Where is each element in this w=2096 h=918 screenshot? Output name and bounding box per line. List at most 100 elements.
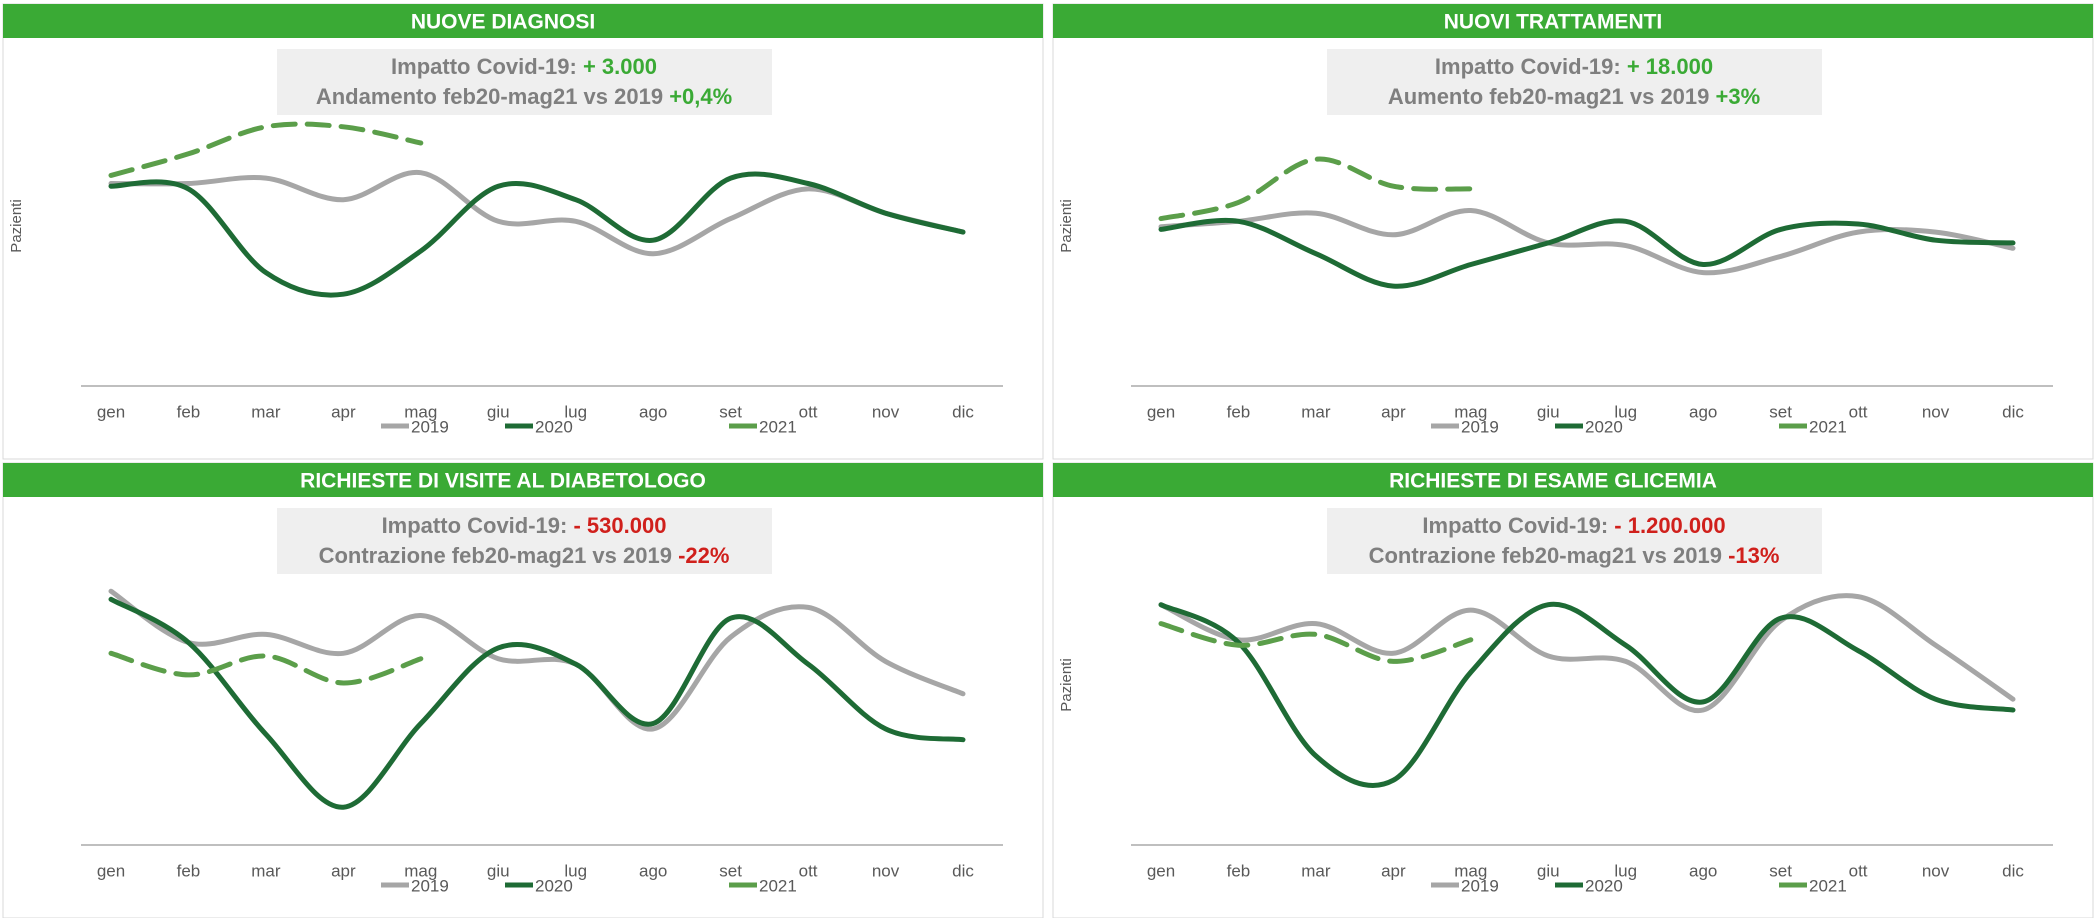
annotation-part: -13%: [1728, 543, 1779, 568]
panel-header: [1053, 4, 2093, 38]
x-tick-label: giu: [487, 861, 510, 880]
chart-title: RICHIESTE DI ESAME GLICEMIA: [1389, 470, 1717, 493]
legend-label: 2021: [1809, 876, 1847, 895]
legend-label: 2020: [535, 417, 573, 436]
chart-panel: NUOVI TRATTAMENTI Impatto Covid-19: + 18.…: [1052, 3, 2094, 460]
legend-label: 2019: [411, 876, 449, 895]
series-line: [1158, 601, 2016, 788]
annotation-part: + 18.000: [1627, 54, 1713, 79]
annotation-box: [1327, 508, 1822, 574]
x-tick-label: apr: [331, 402, 356, 421]
annotation: Impatto Covid-19: + 3.000: [391, 54, 657, 79]
annotation-box: [277, 508, 772, 574]
series-line: [108, 588, 966, 732]
legend-label: 2021: [1809, 417, 1847, 436]
chart-title: NUOVI TRATTAMENTI: [1444, 11, 1663, 34]
annotation-part: Impatto Covid-19:: [1435, 54, 1627, 79]
x-tick-label: ott: [1849, 861, 1868, 880]
chart-panel: NUOVE DIAGNOSI Impatto Covid-19: + 3.000 A…: [2, 3, 1044, 460]
series-line: [108, 171, 966, 298]
x-tick-label: giu: [1537, 861, 1560, 880]
x-tick-label: ago: [1689, 861, 1717, 880]
x-tick-label: ago: [1689, 402, 1717, 421]
x-tick-label: ott: [1849, 402, 1868, 421]
series-line: [108, 596, 966, 810]
x-tick-label: mag: [404, 402, 437, 421]
annotation-box: [1327, 49, 1822, 115]
legend-label: 2019: [411, 417, 449, 436]
annotation-part: - 1.200.000: [1614, 513, 1725, 538]
annotation-part: +3%: [1716, 84, 1761, 109]
series-line: [108, 121, 424, 178]
annotation-box: [277, 49, 772, 115]
series-line: [1158, 621, 1474, 664]
x-tick-label: mar: [1301, 402, 1331, 421]
x-tick-label: apr: [331, 861, 356, 880]
x-tick-label: apr: [1381, 861, 1406, 880]
legend-label: 2020: [535, 876, 573, 895]
annotation-part: +0,4%: [669, 84, 732, 109]
x-tick-label: set: [1769, 402, 1792, 421]
annotation: Impatto Covid-19: - 530.000: [382, 513, 667, 538]
x-tick-label: mag: [1454, 861, 1487, 880]
series-line: [1158, 593, 2016, 714]
x-tick-label: ott: [799, 861, 818, 880]
annotation-part: Impatto Covid-19:: [391, 54, 583, 79]
legend-label: 2020: [1585, 417, 1623, 436]
x-tick-label: gen: [1147, 402, 1175, 421]
annotation-part: Contrazione feb20-mag21 vs 2019: [1369, 543, 1728, 568]
x-tick-label: mag: [1454, 402, 1487, 421]
x-tick-label: dic: [2002, 861, 2024, 880]
x-tick-label: mar: [251, 402, 281, 421]
chart-title: RICHIESTE DI VISITE AL DIABETOLOGO: [300, 470, 706, 493]
legend-label: 2021: [759, 417, 797, 436]
x-tick-label: nov: [872, 402, 900, 421]
x-tick-label: dic: [2002, 402, 2024, 421]
chart-panel: RICHIESTE DI VISITE AL DIABETOLOGO Impatt…: [2, 462, 1044, 918]
panel-header: [3, 463, 1043, 497]
annotation-part: Aumento feb20-mag21 vs 2019: [1388, 84, 1716, 109]
x-tick-label: set: [719, 861, 742, 880]
panel-header: [3, 4, 1043, 38]
x-tick-label: mag: [404, 861, 437, 880]
annotation: Aumento feb20-mag21 vs 2019 +3%: [1388, 84, 1760, 109]
x-tick-label: mar: [1301, 861, 1331, 880]
x-tick-label: giu: [1537, 402, 1560, 421]
chart-panel: RICHIESTE DI ESAME GLICEMIA Impatto Covid…: [1052, 462, 2094, 918]
annotation: Impatto Covid-19: + 18.000: [1435, 54, 1713, 79]
annotation-part: Impatto Covid-19:: [382, 513, 574, 538]
legend-label: 2019: [1461, 417, 1499, 436]
x-tick-label: nov: [1922, 861, 1950, 880]
series-line: [1158, 207, 2016, 276]
x-tick-label: ott: [799, 402, 818, 421]
x-tick-label: lug: [564, 861, 587, 880]
series-line: [108, 170, 966, 257]
x-tick-label: giu: [487, 402, 510, 421]
x-tick-label: apr: [1381, 402, 1406, 421]
legend-label: 2021: [759, 876, 797, 895]
x-tick-label: lug: [1614, 861, 1637, 880]
x-tick-label: dic: [952, 402, 974, 421]
x-tick-label: set: [1769, 861, 1792, 880]
annotation-part: Impatto Covid-19:: [1422, 513, 1614, 538]
annotation-part: -22%: [678, 543, 729, 568]
legend-label: 2019: [1461, 876, 1499, 895]
x-tick-label: gen: [1147, 861, 1175, 880]
x-tick-label: gen: [97, 402, 125, 421]
annotation: Impatto Covid-19: - 1.200.000: [1422, 513, 1725, 538]
x-tick-label: feb: [1227, 861, 1251, 880]
x-tick-label: gen: [97, 861, 125, 880]
annotation: Andamento feb20-mag21 vs 2019 +0,4%: [316, 84, 732, 109]
legend-label: 2020: [1585, 876, 1623, 895]
x-tick-label: ago: [639, 402, 667, 421]
series-line: [1158, 217, 2016, 289]
x-tick-label: nov: [1922, 402, 1950, 421]
x-tick-label: ago: [639, 861, 667, 880]
y-axis-label: Pazienti: [1058, 199, 1075, 252]
annotation-part: - 530.000: [573, 513, 666, 538]
annotation-part: Andamento feb20-mag21 vs 2019: [316, 84, 669, 109]
series-line: [1158, 156, 1474, 222]
x-tick-label: feb: [177, 861, 201, 880]
x-tick-label: feb: [177, 402, 201, 421]
